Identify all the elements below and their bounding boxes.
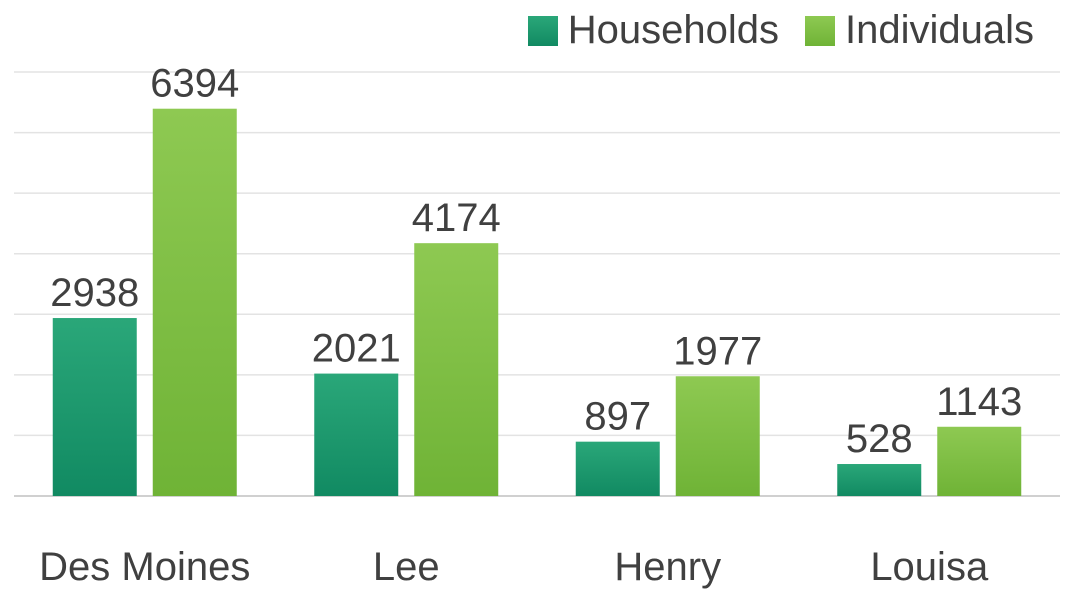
bar-households-lee [314,373,399,496]
bar-individuals-des-moines [152,108,237,496]
x-tick-label: Louisa [870,545,989,589]
bar-households-henry [575,441,660,496]
x-tick-label: Lee [373,545,440,589]
legend-item-individuals: Individuals [804,8,1034,53]
data-label: 6394 [150,62,239,106]
data-label: 1977 [673,329,762,373]
data-label: 897 [584,395,651,439]
legend-label-individuals: Individuals [844,8,1034,52]
data-label: 528 [846,417,913,461]
x-tick-label: Des Moines [39,545,250,589]
x-tick-label: Henry [614,545,721,589]
legend-swatch-households [527,15,558,46]
bar-individuals-lee [414,243,499,496]
data-label: 2021 [312,327,401,371]
legend-label-households: Households [567,8,779,52]
bar-individuals-henry [675,376,760,496]
data-label: 4174 [412,196,501,240]
bar-households-louisa [837,464,922,496]
data-label: 2938 [50,271,139,315]
legend-item-households: Households [527,8,779,53]
legend: Households Individuals [527,8,1034,53]
bar-households-des-moines [52,318,137,496]
data-label: 1143 [936,380,1022,424]
bar-individuals-louisa [937,426,1022,496]
legend-swatch-individuals [804,15,835,46]
